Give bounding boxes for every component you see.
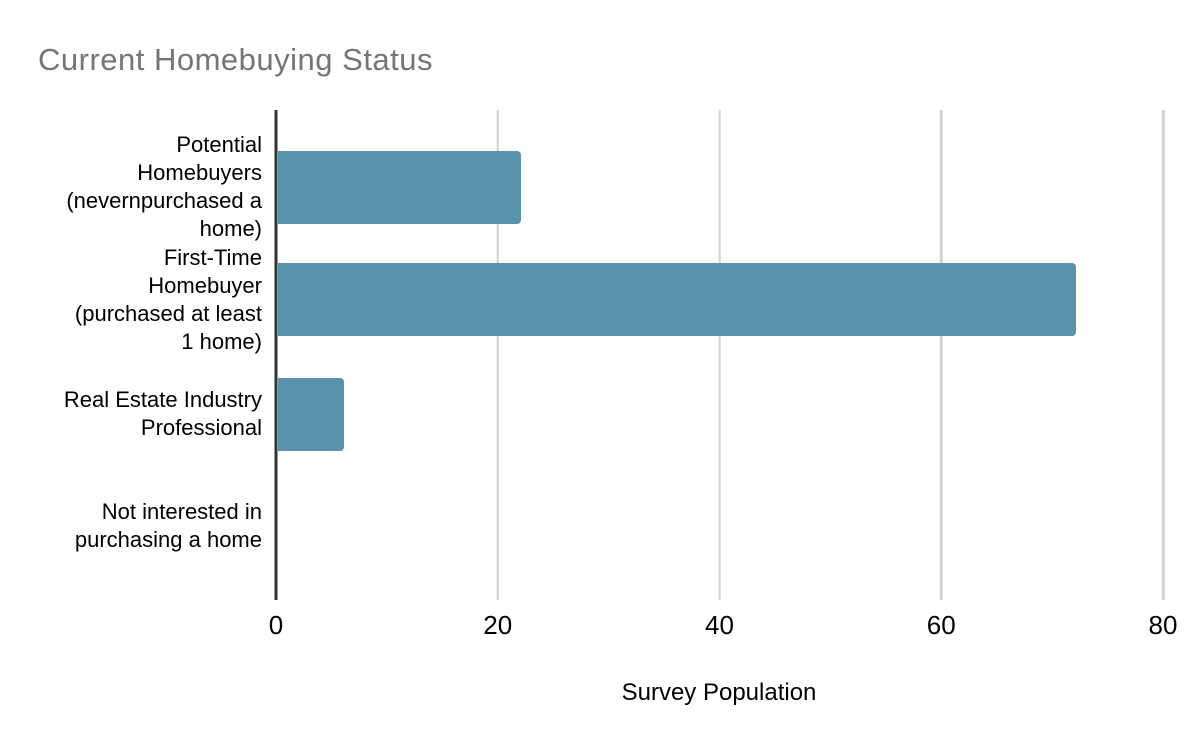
gridline <box>940 110 943 600</box>
axis-baseline <box>274 110 278 600</box>
x-tick-label: 20 <box>483 610 513 640</box>
x-tick-label: 80 <box>1148 610 1178 640</box>
x-tick-label: 60 <box>926 610 956 640</box>
category-label: Potential Homebuyers (nevernpurchased a … <box>66 132 262 241</box>
category-label: Real Estate Industry Professional <box>63 387 262 440</box>
chart-title: Current Homebuying Status <box>38 42 434 77</box>
bar <box>277 263 1076 336</box>
plot-area <box>274 110 1165 600</box>
bar <box>277 150 522 224</box>
category-label: Not interested in purchasing a home <box>74 499 262 552</box>
gridline <box>718 110 721 600</box>
category-label: First-Time Homebuyer (purchased at least… <box>74 244 262 354</box>
x-axis-title: Survey Population <box>621 679 817 706</box>
bar <box>277 377 345 451</box>
gridline <box>1161 110 1165 600</box>
x-tick-label: 40 <box>705 610 734 640</box>
gridline <box>496 110 499 600</box>
x-tick-label: 0 <box>268 610 284 640</box>
